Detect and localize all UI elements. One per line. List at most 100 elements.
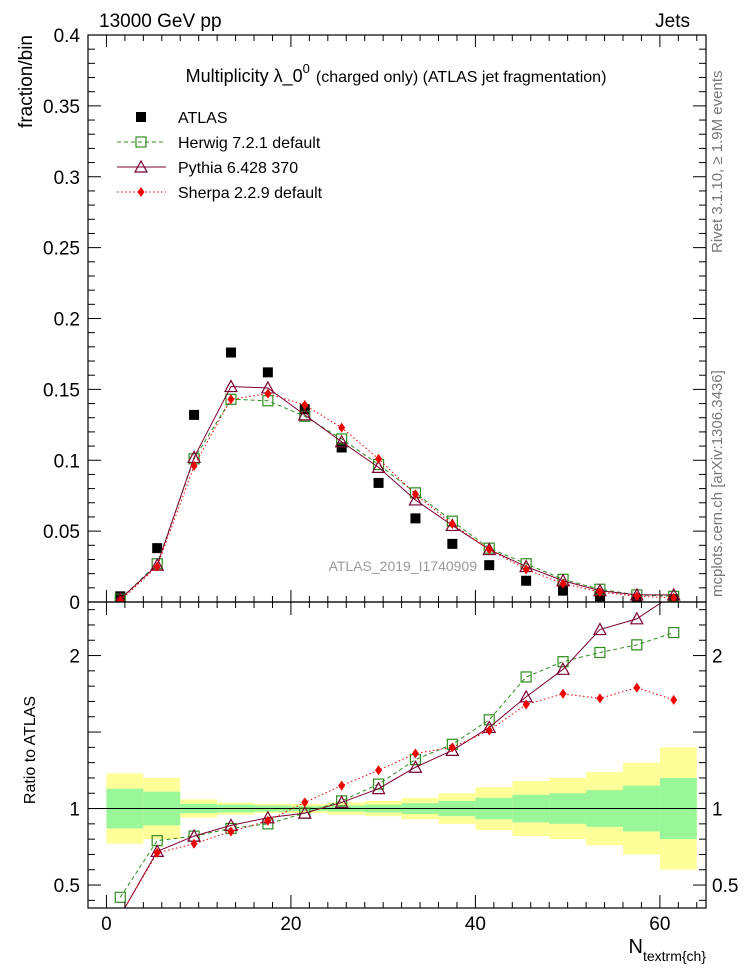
- herwig-marker: [631, 639, 643, 651]
- ratio-xtick-label: 0: [101, 914, 112, 935]
- sherpa-marker: [559, 688, 567, 699]
- legend-label: Pythia 6.428 370: [178, 160, 298, 177]
- atlas-marker: [336, 442, 347, 453]
- sherpa-marker: [264, 815, 272, 826]
- pythia-marker: [408, 759, 423, 773]
- atlas-marker: [558, 585, 569, 596]
- plot-title-main: Multiplicity λ_0: [186, 66, 303, 87]
- ratio-series-group: [88, 602, 706, 921]
- atlas-marker: [262, 367, 273, 378]
- sherpa-marker: [448, 742, 456, 753]
- herwig-marker: [668, 626, 680, 639]
- ratio-panel: 0.5 0.51 12 20 20 40 60: [54, 601, 738, 935]
- sherpa-marker: [596, 587, 604, 598]
- plot-title: Multiplicity λ_00 (charged only) (ATLAS j…: [186, 61, 607, 87]
- ratio-frame: [87, 601, 707, 909]
- sherpa-marker: [190, 838, 198, 849]
- sherpa-marker: [153, 847, 161, 858]
- pythia-marker: [114, 591, 126, 602]
- sherpa-marker: [411, 748, 419, 759]
- pythia-marker: [592, 622, 607, 636]
- main-ytick-label: 0.2: [54, 310, 80, 331]
- herwig-ratio-line: [119, 632, 674, 898]
- sherpa-marker: [411, 489, 419, 500]
- main-ylabel: fraction/bin: [16, 35, 37, 128]
- main-ytick-label: 0.05: [43, 522, 80, 543]
- ratio-ylabel: Ratio to ATLAS: [22, 696, 39, 804]
- plot-title-sup: 0: [303, 61, 310, 76]
- herwig-marker: [557, 656, 569, 668]
- sherpa-marker: [670, 694, 678, 705]
- sherpa-marker: [485, 544, 493, 555]
- header-right: Jets: [655, 11, 690, 32]
- main-ytick-label: 0.35: [43, 97, 80, 118]
- pythia-marker: [629, 611, 644, 625]
- legend: ATLAS Herwig 7.2.1 default Pythia 6.428 37…: [117, 110, 323, 202]
- xlabel-main: N: [629, 936, 643, 958]
- sherpa-marker: [522, 564, 530, 575]
- side-rivet-label: Rivet 3.1.10, ≥ 1.9M events: [709, 71, 726, 254]
- ratio-ytick-label-right: 0.5: [712, 876, 738, 897]
- pythia-marker: [408, 492, 423, 506]
- atlas-marker: [189, 409, 200, 420]
- sherpa-marker: [227, 394, 235, 405]
- ratio-ytick-label: 1: [69, 800, 80, 821]
- ratio-xtick-label: 40: [465, 914, 486, 935]
- pythia-marker: [556, 662, 571, 675]
- pythia-marker: [223, 379, 238, 393]
- ratio-ytick-label: 2: [69, 647, 80, 668]
- legend-item-herwig: Herwig 7.2.1 default: [117, 135, 321, 152]
- sherpa-marker: [338, 422, 346, 433]
- main-ytick-label: 0.4: [54, 26, 81, 47]
- sherpa-marker: [190, 460, 198, 471]
- pythia-marker: [133, 159, 149, 173]
- legend-item-pythia: Pythia 6.428 370: [117, 159, 298, 177]
- atlas-marker: [410, 513, 421, 524]
- main-ytick-label: 0.15: [43, 380, 80, 401]
- main-ytick-label: 0: [69, 593, 80, 614]
- sherpa-marker: [448, 519, 456, 530]
- herwig-marker: [520, 671, 532, 683]
- atlas-marker: [136, 112, 146, 122]
- atlas-marker: [521, 575, 532, 586]
- plot-title-rest: (charged only) (ATLAS jet fragmentation): [316, 69, 607, 86]
- watermark-label: ATLAS_2019_I1740909: [329, 558, 478, 574]
- pythia-marker: [297, 407, 312, 421]
- sherpa-marker: [301, 797, 309, 808]
- herwig-marker: [299, 410, 311, 422]
- sherpa-marker: [559, 578, 567, 589]
- herwig-marker: [336, 433, 348, 445]
- main-series-group: [114, 347, 681, 602]
- sherpa-marker: [301, 399, 309, 410]
- pythia-marker: [445, 518, 460, 532]
- ratio-ytick-label-right: 2: [712, 647, 723, 668]
- sherpa-marker: [633, 591, 641, 602]
- sherpa-marker: [375, 453, 383, 464]
- sherpa-marker: [485, 725, 493, 736]
- legend-label: Herwig 7.2.1 default: [178, 135, 321, 152]
- pythia-marker: [114, 910, 126, 921]
- herwig-marker: [594, 646, 606, 659]
- sherpa-marker: [137, 187, 145, 197]
- pythia-marker: [371, 781, 386, 795]
- sherpa-marker: [338, 780, 346, 791]
- header-left: 13000 GeV pp: [99, 11, 222, 32]
- sherpa-marker: [227, 826, 235, 837]
- atlas-marker: [225, 347, 236, 358]
- legend-item-atlas: ATLAS: [136, 110, 228, 127]
- sherpa-marker: [264, 388, 272, 399]
- herwig-line: [119, 398, 674, 600]
- pythia-marker: [334, 434, 349, 448]
- sherpa-marker: [522, 699, 530, 710]
- legend-label: Sherpa 2.2.9 default: [178, 185, 323, 202]
- main-ytick-label: 0.1: [54, 451, 80, 472]
- side-mcplots-label: mcplots.cern.ch [arXiv:1306.3436]: [709, 370, 726, 597]
- legend-label: ATLAS: [178, 110, 228, 127]
- sherpa-marker: [375, 765, 383, 776]
- atlas-marker: [447, 538, 458, 549]
- sherpa-line: [119, 393, 674, 601]
- ratio-ytick-label: 0.5: [54, 876, 80, 897]
- pythia-marker: [371, 460, 386, 473]
- pythia-marker: [334, 795, 349, 809]
